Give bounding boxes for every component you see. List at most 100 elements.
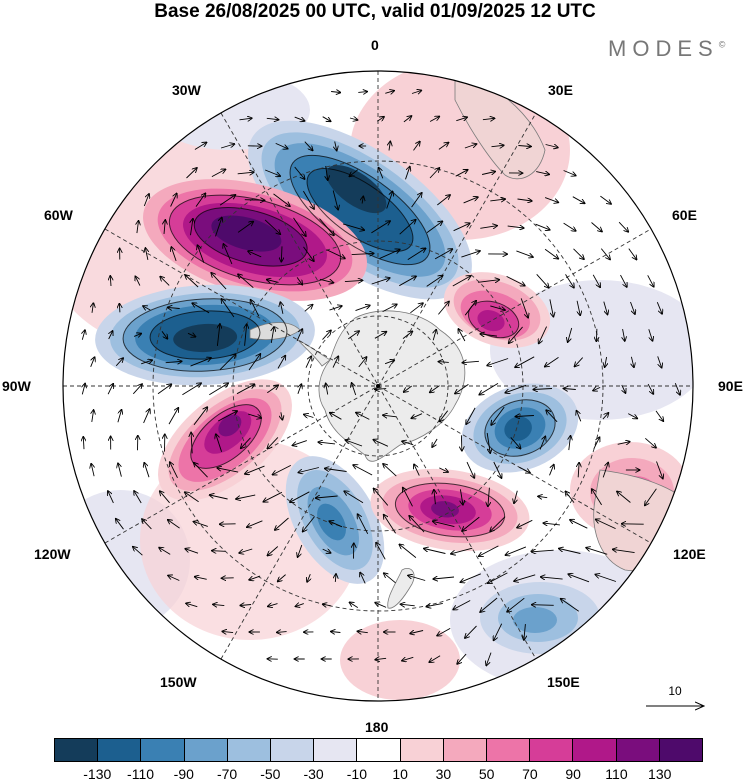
wind-vector xyxy=(575,357,584,367)
wind-vector xyxy=(487,358,509,366)
wind-vector xyxy=(82,384,85,395)
colorbar-swatch xyxy=(572,739,616,761)
wind-vector xyxy=(617,442,630,445)
wind-vector xyxy=(191,433,192,454)
wind-vector xyxy=(237,172,254,174)
wind-vectors xyxy=(82,91,680,666)
wind-vector xyxy=(238,274,254,289)
wind-vector xyxy=(570,520,588,529)
wind-vector xyxy=(563,170,576,176)
wind-vector xyxy=(118,463,122,477)
wind-vector xyxy=(251,300,260,317)
wind-vector xyxy=(520,298,528,317)
wind-vector xyxy=(350,602,359,608)
wind-vector xyxy=(384,515,396,534)
wind-vector xyxy=(110,276,111,287)
wind-vector xyxy=(488,572,508,583)
wind-vector xyxy=(185,275,199,288)
colorbar-swatch xyxy=(140,739,184,761)
wind-vector xyxy=(405,167,410,180)
wind-vector xyxy=(437,628,451,635)
wind-vector xyxy=(280,302,283,314)
wind-vector xyxy=(461,251,480,258)
wind-vector xyxy=(455,170,468,177)
wind-vector xyxy=(452,276,471,287)
wind-vector xyxy=(563,222,576,231)
wind-vector xyxy=(648,329,653,341)
colorbar-tick-label: -130 xyxy=(83,766,112,782)
wind-vector xyxy=(223,244,233,265)
wind-vector xyxy=(438,302,449,315)
wind-vector xyxy=(217,411,237,422)
colorbar-tick-label: -50 xyxy=(260,766,281,782)
wind-vector xyxy=(248,251,262,258)
wind-vector xyxy=(410,303,423,314)
colorbar-swatch xyxy=(356,739,400,761)
wind-vector xyxy=(544,523,560,525)
wind-vector xyxy=(219,354,236,371)
wind-vector xyxy=(82,330,85,340)
wind-vector xyxy=(458,329,466,342)
brand-text: MODES xyxy=(608,36,719,61)
wind-vector xyxy=(307,574,310,582)
wind-vector xyxy=(623,329,625,341)
wind-vector xyxy=(432,438,438,447)
colorbar-swatch xyxy=(486,739,530,761)
wind-vector xyxy=(439,467,448,472)
wind-vector xyxy=(466,461,474,478)
wind-vector xyxy=(384,360,394,363)
wind-vector xyxy=(358,92,367,93)
colorbar-swatch xyxy=(658,739,703,761)
wind-vector xyxy=(239,118,252,120)
wind-vector xyxy=(545,357,559,366)
lon-label-90w: 90W xyxy=(2,378,31,394)
wind-vector xyxy=(478,280,499,283)
wind-vector xyxy=(549,465,554,476)
colorbar-tick-label: 110 xyxy=(605,766,628,782)
wind-vector xyxy=(628,248,637,260)
wind-vector xyxy=(326,384,328,395)
wind-vector xyxy=(379,250,400,259)
wind-vector xyxy=(322,116,331,122)
wind-vector xyxy=(330,413,342,420)
wind-vector xyxy=(645,488,657,506)
wind-vector xyxy=(221,299,235,318)
wind-vector xyxy=(352,383,357,396)
wind-vector xyxy=(532,550,554,552)
wind-vector xyxy=(356,413,370,420)
wind-vector xyxy=(319,218,334,236)
wind-vector xyxy=(490,305,505,310)
wind-vector xyxy=(296,604,304,607)
colorbar-ticks: -130 -110 -90 -70 -50 -30 -10 10 30 50 70 90 110 130 xyxy=(54,766,703,782)
wind-vector xyxy=(630,301,635,314)
wind-vector xyxy=(322,549,331,553)
colorbar-tick-label: 30 xyxy=(435,766,452,782)
wind-vector xyxy=(236,494,256,499)
wind-vector xyxy=(195,577,207,580)
wind-vector xyxy=(159,548,171,555)
colorbar-swatch xyxy=(615,739,659,761)
wind-vector xyxy=(239,548,253,553)
wind-vector xyxy=(249,575,261,580)
wind-vector xyxy=(645,437,656,447)
wind-vector xyxy=(349,118,357,120)
wind-vector xyxy=(143,409,150,424)
wind-vector xyxy=(293,217,306,236)
wind-vector xyxy=(411,413,423,419)
wind-vector xyxy=(332,190,338,210)
wind-vector xyxy=(488,487,490,507)
wind-vector xyxy=(244,200,265,201)
wind-vector xyxy=(456,117,467,120)
wind-vector xyxy=(438,143,449,150)
colorbar-swatch xyxy=(97,739,141,761)
wind-vector xyxy=(322,330,331,340)
wind-vector xyxy=(439,362,449,363)
wind-vector xyxy=(217,468,239,473)
wind-vector xyxy=(507,226,524,228)
wind-vector xyxy=(377,117,384,122)
wind-vector xyxy=(486,432,490,453)
lon-label-150w: 150W xyxy=(160,674,197,690)
colorbar-tick-label: 50 xyxy=(478,766,495,782)
wind-vector xyxy=(303,516,315,532)
